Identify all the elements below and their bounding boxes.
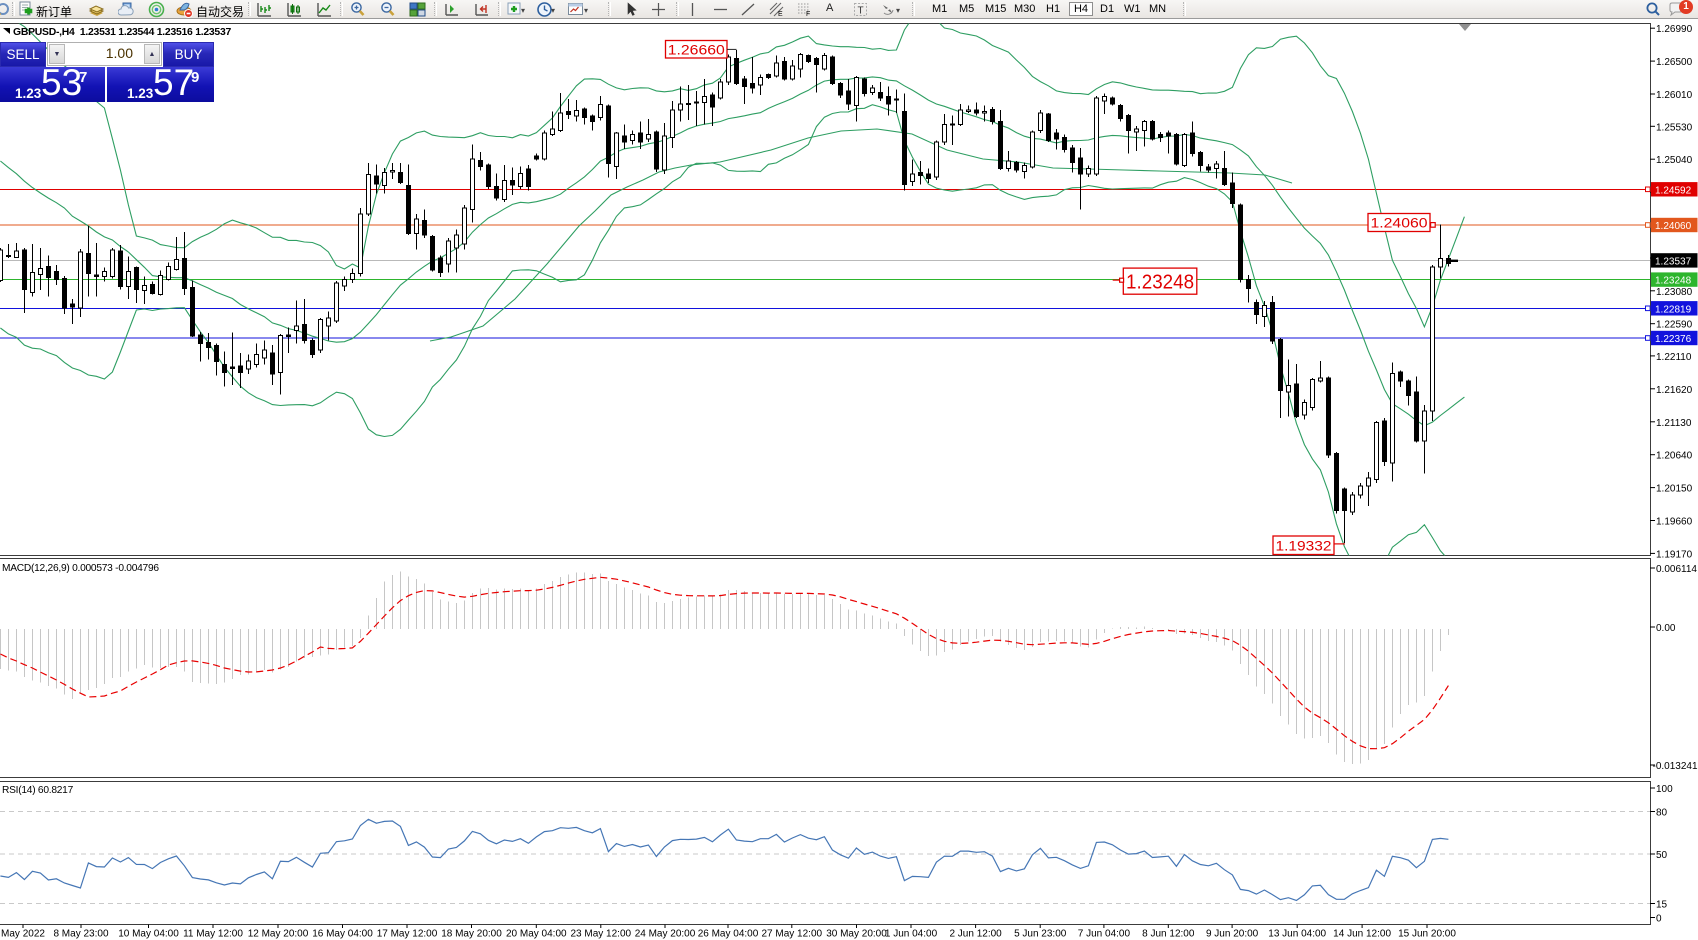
svg-text:8 Jun 12:00: 8 Jun 12:00 bbox=[1142, 929, 1195, 940]
svg-text:23 May 12:00: 23 May 12:00 bbox=[570, 929, 631, 940]
svg-text:14 Jun 12:00: 14 Jun 12:00 bbox=[1333, 929, 1391, 940]
svg-text:1.20150: 1.20150 bbox=[1656, 484, 1693, 495]
svg-text:1.19332: 1.19332 bbox=[1276, 537, 1332, 553]
svg-text:1 Jun 04:00: 1 Jun 04:00 bbox=[885, 929, 938, 940]
svg-text:26 May 04:00: 26 May 04:00 bbox=[698, 929, 759, 940]
svg-text:1.25530: 1.25530 bbox=[1656, 122, 1693, 133]
svg-text:8 May 23:00: 8 May 23:00 bbox=[53, 929, 108, 940]
svg-text:1.26990: 1.26990 bbox=[1656, 24, 1693, 35]
svg-text:1.23537: 1.23537 bbox=[1655, 256, 1692, 267]
svg-text:1.26010: 1.26010 bbox=[1656, 90, 1693, 101]
svg-text:F: F bbox=[806, 11, 810, 18]
svg-text:1.23080: 1.23080 bbox=[1656, 287, 1693, 298]
svg-text:1.24060: 1.24060 bbox=[1655, 221, 1692, 232]
svg-text:20 May 04:00: 20 May 04:00 bbox=[506, 929, 567, 940]
svg-text:1.20640: 1.20640 bbox=[1656, 451, 1693, 462]
svg-text:GBPUSD-,H4 1.23531 1.23544 1.: GBPUSD-,H4 1.23531 1.23544 1.23516 1.235… bbox=[13, 27, 231, 38]
svg-text:50: 50 bbox=[1656, 850, 1668, 861]
svg-text:-0.013241: -0.013241 bbox=[1653, 761, 1698, 772]
svg-text:1.22110: 1.22110 bbox=[1656, 352, 1692, 363]
svg-text:RSI(14) 60.8217: RSI(14) 60.8217 bbox=[2, 785, 74, 796]
svg-text:18 May 20:00: 18 May 20:00 bbox=[441, 929, 502, 940]
svg-text:2 Jun 12:00: 2 Jun 12:00 bbox=[949, 929, 1002, 940]
svg-text:MACD(12,26,9) 0.000573 -0.0047: MACD(12,26,9) 0.000573 -0.004796 bbox=[2, 563, 159, 574]
svg-text:1.21130: 1.21130 bbox=[1656, 418, 1692, 429]
svg-text:May 2022: May 2022 bbox=[1, 929, 45, 940]
svg-text:100: 100 bbox=[1656, 784, 1673, 795]
svg-text:1.24060: 1.24060 bbox=[1371, 215, 1428, 231]
svg-text:5 Jun 23:00: 5 Jun 23:00 bbox=[1014, 929, 1067, 940]
svg-text:17 May 12:00: 17 May 12:00 bbox=[377, 929, 438, 940]
svg-text:12 May 20:00: 12 May 20:00 bbox=[248, 929, 309, 940]
svg-text:T: T bbox=[858, 6, 864, 17]
svg-text:1.19170: 1.19170 bbox=[1656, 549, 1693, 560]
svg-text:1.22376: 1.22376 bbox=[1655, 334, 1692, 345]
svg-text:80: 80 bbox=[1656, 808, 1668, 819]
svg-text:0.00: 0.00 bbox=[1656, 623, 1676, 634]
svg-text:27 May 12:00: 27 May 12:00 bbox=[761, 929, 822, 940]
svg-text:16 May 04:00: 16 May 04:00 bbox=[312, 929, 373, 940]
svg-text:E: E bbox=[778, 11, 783, 18]
svg-text:1.23248: 1.23248 bbox=[1655, 276, 1692, 287]
svg-text:0.006114: 0.006114 bbox=[1656, 564, 1697, 575]
svg-text:11 May 12:00: 11 May 12:00 bbox=[183, 929, 243, 940]
svg-text:7 Jun 04:00: 7 Jun 04:00 bbox=[1078, 929, 1131, 940]
svg-text:1.22819: 1.22819 bbox=[1655, 304, 1692, 315]
svg-text:1.24592: 1.24592 bbox=[1655, 185, 1692, 196]
svg-text:24 May 20:00: 24 May 20:00 bbox=[635, 929, 696, 940]
svg-text:1.26500: 1.26500 bbox=[1656, 57, 1693, 68]
svg-text:10 May 04:00: 10 May 04:00 bbox=[118, 929, 179, 940]
svg-text:1.19660: 1.19660 bbox=[1656, 517, 1693, 528]
svg-text:1.23248: 1.23248 bbox=[1126, 271, 1194, 293]
svg-text:9 Jun 20:00: 9 Jun 20:00 bbox=[1206, 929, 1259, 940]
svg-text:15: 15 bbox=[1656, 900, 1668, 911]
svg-text:1.25040: 1.25040 bbox=[1656, 155, 1693, 166]
svg-text:15 Jun 20:00: 15 Jun 20:00 bbox=[1398, 929, 1456, 940]
svg-text:1.22590: 1.22590 bbox=[1656, 320, 1693, 331]
svg-text:1.21620: 1.21620 bbox=[1656, 385, 1693, 396]
svg-text:13 Jun 04:00: 13 Jun 04:00 bbox=[1268, 929, 1326, 940]
svg-text:30 May 20:00: 30 May 20:00 bbox=[826, 929, 887, 940]
svg-text:0: 0 bbox=[1656, 914, 1662, 925]
svg-text:1.26660: 1.26660 bbox=[668, 41, 725, 57]
